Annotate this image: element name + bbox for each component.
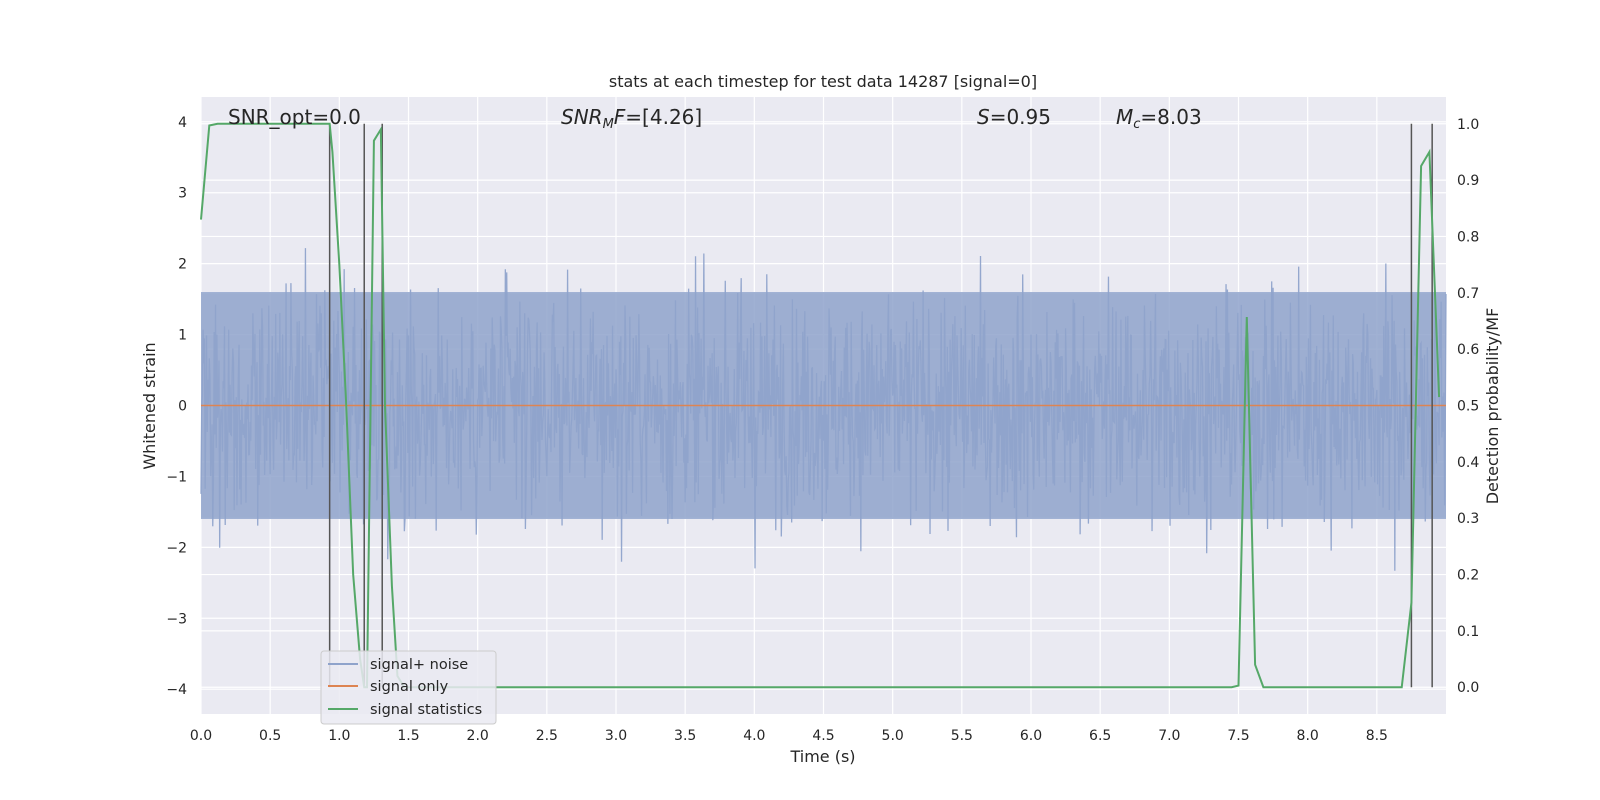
y-tick-label-right: 0.6 (1457, 342, 1479, 358)
annotation-mc-main: M (1116, 105, 1133, 129)
x-tick-label: 0.5 (259, 728, 281, 744)
y-axis-right-label: Detection probability/MF (1483, 308, 1502, 505)
y-tick-label-right: 0.7 (1457, 286, 1479, 302)
y-tick-label-right: 0.4 (1457, 455, 1479, 471)
x-axis-ticks: 0.0 0.5 1.0 1.5 2.0 2.5 3.0 3.5 4.0 4.5 5.0 5.5 6.0 6… (190, 728, 1388, 744)
x-tick-label: 3.0 (605, 728, 627, 744)
legend-label-noise: signal+ noise (370, 657, 468, 673)
annotation-snr-opt: SNR_opt=0.0 (228, 105, 361, 129)
x-tick-label: 8.5 (1366, 728, 1388, 744)
x-tick-label: 0.0 (190, 728, 212, 744)
y-tick-label-left: −1 (166, 469, 187, 485)
y-tick-label-left: 4 (178, 115, 187, 131)
annotation-snr-mf-tail: =[4.26] (625, 105, 702, 129)
x-tick-label: 6.0 (1020, 728, 1042, 744)
y-tick-label-left: 2 (178, 257, 187, 273)
y-axis-right-ticks: 0.0 0.1 0.2 0.3 0.4 0.5 0.6 0.7 0.8 0.9 1.0 (1457, 117, 1479, 696)
annotation-snr-mf-main: SNR (561, 105, 603, 129)
annotation-snr-mf: SNRMF=[4.26] (561, 105, 702, 132)
y-tick-label-right: 0.9 (1457, 173, 1479, 189)
y-tick-label-left: 1 (178, 328, 187, 344)
y-tick-label-left: −4 (166, 682, 187, 698)
x-tick-label: 5.0 (882, 728, 904, 744)
y-tick-label-right: 0.3 (1457, 511, 1479, 527)
y-tick-label-right: 0.0 (1457, 680, 1479, 696)
y-tick-label-right: 0.2 (1457, 568, 1479, 584)
x-tick-label: 8.0 (1297, 728, 1319, 744)
annotation-snr-mf-tail-f: F (614, 105, 626, 129)
annotation-s-tail: =0.95 (990, 105, 1051, 129)
x-axis-label: Time (s) (789, 747, 855, 766)
chart-title: stats at each timestep for test data 142… (609, 72, 1037, 91)
x-tick-label: 2.0 (467, 728, 489, 744)
annotation-mc: Mc=8.03 (1116, 105, 1202, 132)
x-tick-label: 1.0 (328, 728, 350, 744)
x-tick-label: 4.0 (743, 728, 765, 744)
annotation-s-main: S (977, 105, 990, 129)
annotation-s: S=0.95 (977, 105, 1051, 129)
x-tick-label: 2.5 (536, 728, 558, 744)
y-axis-left-label: Whitened strain (140, 342, 159, 469)
x-tick-label: 1.5 (397, 728, 419, 744)
annotation-mc-sub: c (1133, 117, 1140, 132)
x-tick-label: 5.5 (951, 728, 973, 744)
y-tick-label-left: −2 (166, 540, 187, 556)
y-tick-label-right: 0.1 (1457, 624, 1479, 640)
x-tick-label: 4.5 (812, 728, 834, 744)
legend-label-signal-only: signal only (370, 679, 449, 695)
annotation-snr-mf-sub: M (603, 117, 614, 132)
annotations: SNR_opt=0.0 SNRMF=[4.26] S=0.95 Mc=8.03 (228, 105, 1202, 132)
y-tick-label-right: 0.5 (1457, 399, 1479, 415)
x-tick-label: 6.5 (1089, 728, 1111, 744)
x-tick-label: 3.5 (674, 728, 696, 744)
y-tick-label-left: 0 (178, 399, 187, 415)
y-axis-left-ticks: −4 −3 −2 −1 0 1 2 3 4 (166, 115, 187, 698)
annotation-mc-tail: =8.03 (1140, 105, 1201, 129)
legend: signal+ noise signal only signal statist… (320, 650, 497, 725)
legend-label-stats: signal statistics (370, 702, 482, 718)
x-tick-label: 7.5 (1227, 728, 1249, 744)
y-tick-label-right: 0.8 (1457, 229, 1479, 245)
x-tick-label: 7.0 (1158, 728, 1180, 744)
legend-box (320, 650, 497, 725)
y-tick-label-left: −3 (166, 611, 187, 627)
y-tick-label-left: 3 (178, 186, 187, 202)
y-tick-label-right: 1.0 (1457, 117, 1479, 133)
